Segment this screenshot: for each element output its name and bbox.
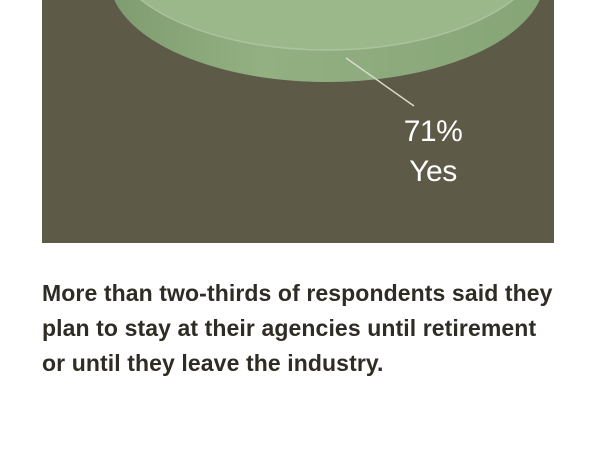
- pie-slice-yes: [141, 0, 513, 50]
- pie-slice-side-yes: [114, 0, 540, 82]
- pie-chart: [114, 0, 540, 107]
- slice-value-label: 71%: [403, 115, 463, 148]
- leader-line: [345, 57, 415, 107]
- slice-label-yes: 71% Yes: [380, 112, 486, 192]
- chart-panel: 71% Yes: [42, 0, 554, 243]
- slice-category-label: Yes: [409, 155, 457, 188]
- chart-caption: More than two-thirds of respondents said…: [42, 280, 553, 376]
- pie-slice-rim: [140, 0, 514, 51]
